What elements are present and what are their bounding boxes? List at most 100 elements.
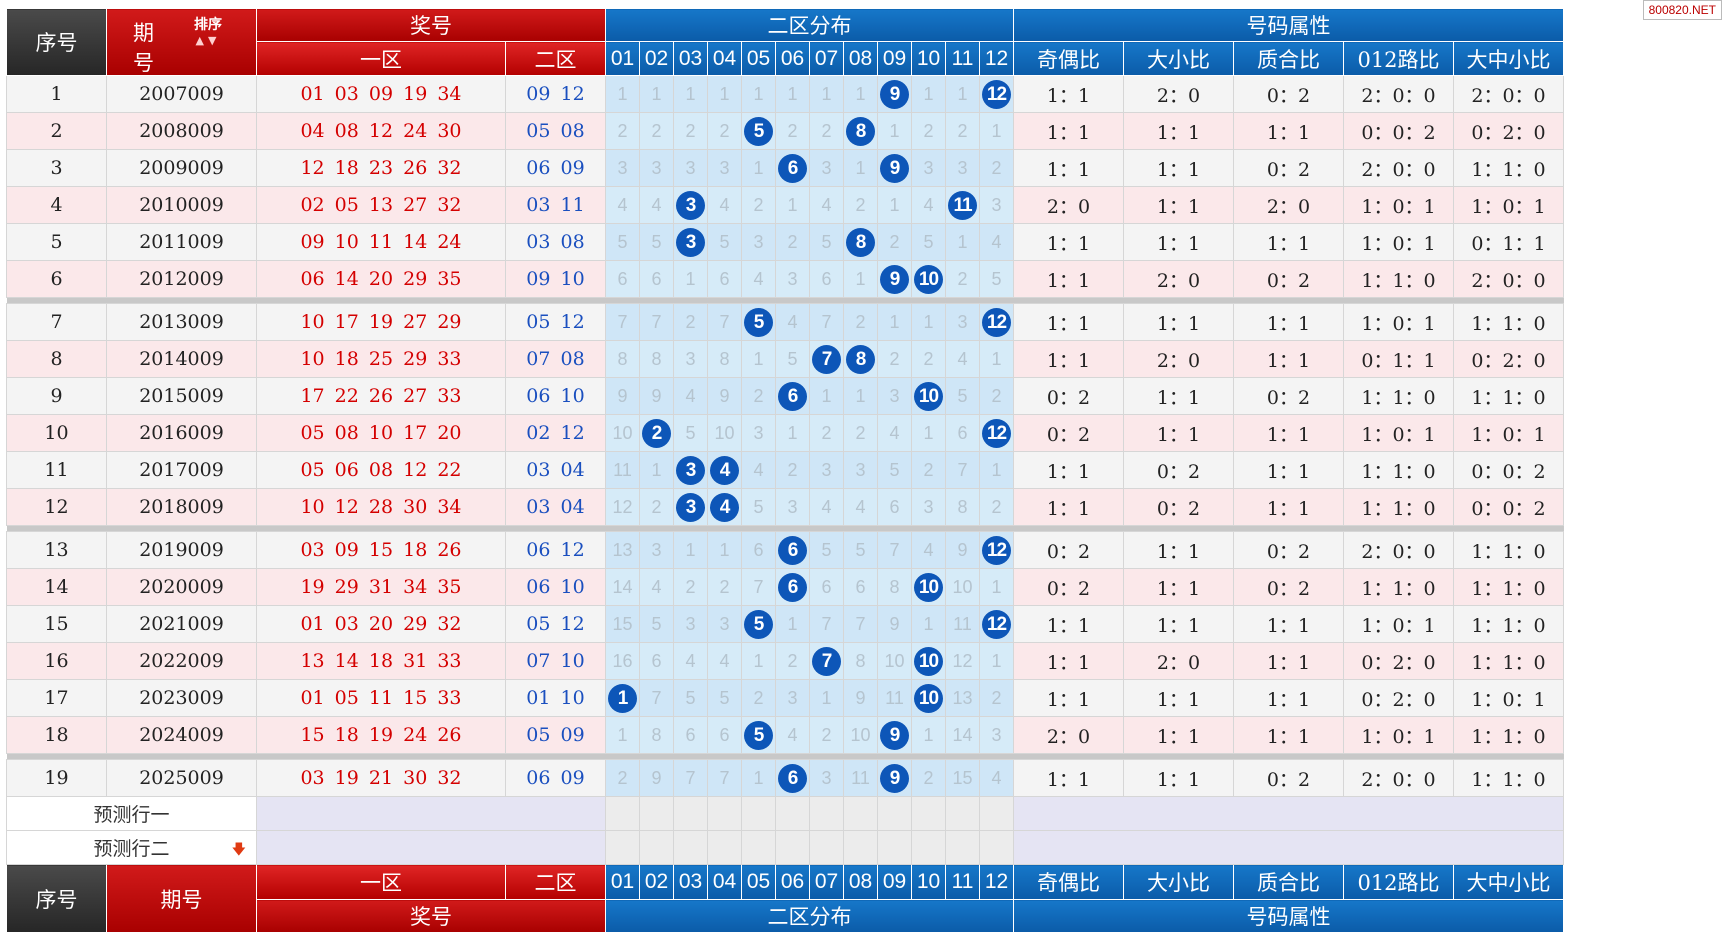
predict-cell[interactable]	[809, 796, 844, 831]
row-zone1-numbers: 17 22 26 27 33	[256, 377, 506, 415]
predict-cell[interactable]	[775, 796, 810, 831]
row-period: 2015009	[106, 377, 257, 415]
dist-cell: 2	[605, 112, 640, 150]
predict-cell[interactable]	[639, 830, 674, 865]
hit-ball: 6	[778, 763, 807, 793]
footer-zone2: 二区	[505, 864, 606, 900]
predict-cell[interactable]	[911, 796, 946, 831]
header-num-12: 12	[979, 41, 1014, 76]
hit-ball: 5	[744, 116, 773, 146]
predict-cell[interactable]	[843, 796, 878, 831]
predict-cell[interactable]	[741, 796, 776, 831]
predict-row-1-attrs[interactable]	[1013, 796, 1564, 831]
row-period: 2022009	[106, 642, 257, 680]
predict-cell[interactable]	[741, 830, 776, 865]
row-zone1-numbers: 04 08 12 24 30	[256, 112, 506, 150]
attr-cell-奇偶比: 0：2	[1013, 377, 1124, 415]
header-zone1: 一区	[256, 41, 506, 76]
predict-cell[interactable]	[979, 796, 1014, 831]
dist-cell: 11	[877, 679, 912, 717]
predict-cell[interactable]	[673, 830, 708, 865]
dist-cell: 2	[979, 377, 1014, 415]
dist-cell: 1	[605, 75, 640, 113]
header-seq: 序号	[6, 8, 107, 76]
header-period[interactable]: 期 号 排序 ▲▼	[106, 8, 257, 76]
attr-cell-大小比: 1：1	[1123, 759, 1234, 797]
predict-row-1-prize[interactable]	[256, 796, 606, 831]
predict-cell[interactable]	[605, 830, 640, 865]
dist-cell: 1	[707, 75, 742, 113]
table-row: 18 2024009 15 18 19 24 26 05 09 1 8 6 6 5 4 2 10 9 1 1…	[6, 716, 1564, 754]
dist-cell: 5	[605, 223, 640, 261]
dist-cell: 5	[809, 223, 844, 261]
predict-cell[interactable]	[707, 796, 742, 831]
predict-cell[interactable]	[775, 830, 810, 865]
predict-cell[interactable]	[707, 830, 742, 865]
dist-cell: 5	[639, 223, 674, 261]
dist-cell: 6	[775, 531, 810, 569]
attr-cell-质合比: 0：2	[1233, 531, 1344, 569]
dist-cell: 1	[979, 451, 1014, 489]
dist-cell: 10	[945, 568, 980, 606]
predict-row-2-label[interactable]: 预测行二 🡇	[6, 830, 257, 865]
dist-cell: 5	[741, 605, 776, 643]
table-row: 16 2022009 13 14 18 31 33 07 10 16 6 4 4 1 2 7 8 10 1…	[6, 642, 1564, 680]
hit-ball: 10	[914, 381, 943, 411]
attr-cell-012路比: 2：0：0	[1343, 149, 1454, 187]
predict-cell[interactable]	[605, 796, 640, 831]
hit-ball: 5	[744, 720, 773, 750]
attr-cell-012路比: 0：0：2	[1343, 112, 1454, 150]
predict-cell[interactable]	[945, 830, 980, 865]
dist-cell: 3	[673, 149, 708, 187]
predict-cell[interactable]	[809, 830, 844, 865]
dist-cell: 1	[979, 340, 1014, 378]
dist-cell: 3	[945, 303, 980, 341]
table-row: 4 2010009 02 05 13 27 32 03 11 4 4 3 4 2 1 4 2 1 4 11 3…	[6, 186, 1564, 224]
table-row: 17 2023009 01 05 11 15 33 01 10 1 7 5 5 2 3 1 9 11 10…	[6, 679, 1564, 717]
sort-control[interactable]: 排序 ▲▼	[194, 17, 222, 49]
row-seq: 5	[6, 223, 107, 261]
predict-cell[interactable]	[911, 830, 946, 865]
hit-ball: 12	[982, 609, 1011, 639]
dist-cell: 5	[843, 531, 878, 569]
dist-cell: 2	[707, 112, 742, 150]
row-period: 2017009	[106, 451, 257, 489]
predict-cell[interactable]	[877, 796, 912, 831]
predict-cell[interactable]	[877, 830, 912, 865]
dist-cell: 9	[605, 377, 640, 415]
table-row: 11 2017009 05 06 08 12 22 03 04 11 1 3 4 4 2 3 3 5 2 7…	[6, 451, 1564, 489]
group-separator	[6, 297, 1564, 304]
footer-num-12: 12	[979, 864, 1014, 900]
header-num-09: 09	[877, 41, 912, 76]
attr-cell-质合比: 1：1	[1233, 303, 1344, 341]
predict-row-1-label[interactable]: 预测行一	[6, 796, 257, 831]
hit-ball: 12	[982, 535, 1011, 565]
sort-arrows-icon[interactable]: ▲▼	[195, 34, 221, 47]
predict-cell[interactable]	[945, 796, 980, 831]
hit-ball: 4	[710, 455, 739, 485]
attr-cell-012路比: 1：0：1	[1343, 223, 1454, 261]
predict-cell[interactable]	[639, 796, 674, 831]
footer-attr-col-2: 质合比	[1233, 864, 1344, 900]
predict-cell[interactable]	[979, 830, 1014, 865]
predict-row-2-prize[interactable]	[256, 830, 606, 865]
row-period: 2020009	[106, 568, 257, 606]
dist-cell: 1	[639, 451, 674, 489]
dist-cell: 1	[979, 568, 1014, 606]
dist-cell: 1	[911, 716, 946, 754]
dist-cell: 3	[673, 340, 708, 378]
dist-cell: 4	[877, 414, 912, 452]
predict-cell[interactable]	[843, 830, 878, 865]
attr-cell-大小比: 1：1	[1123, 112, 1234, 150]
dist-cell: 6	[707, 260, 742, 298]
dist-cell: 1	[945, 75, 980, 113]
hit-ball: 11	[948, 190, 977, 220]
row-zone2-numbers: 07 08	[505, 340, 606, 378]
footer-num-05: 05	[741, 864, 776, 900]
predict-row-2-attrs[interactable]	[1013, 830, 1564, 865]
dist-cell: 14	[945, 716, 980, 754]
predict-cell[interactable]	[673, 796, 708, 831]
dist-cell: 8	[707, 340, 742, 378]
row-zone2-numbers: 07 10	[505, 642, 606, 680]
row-period: 2008009	[106, 112, 257, 150]
